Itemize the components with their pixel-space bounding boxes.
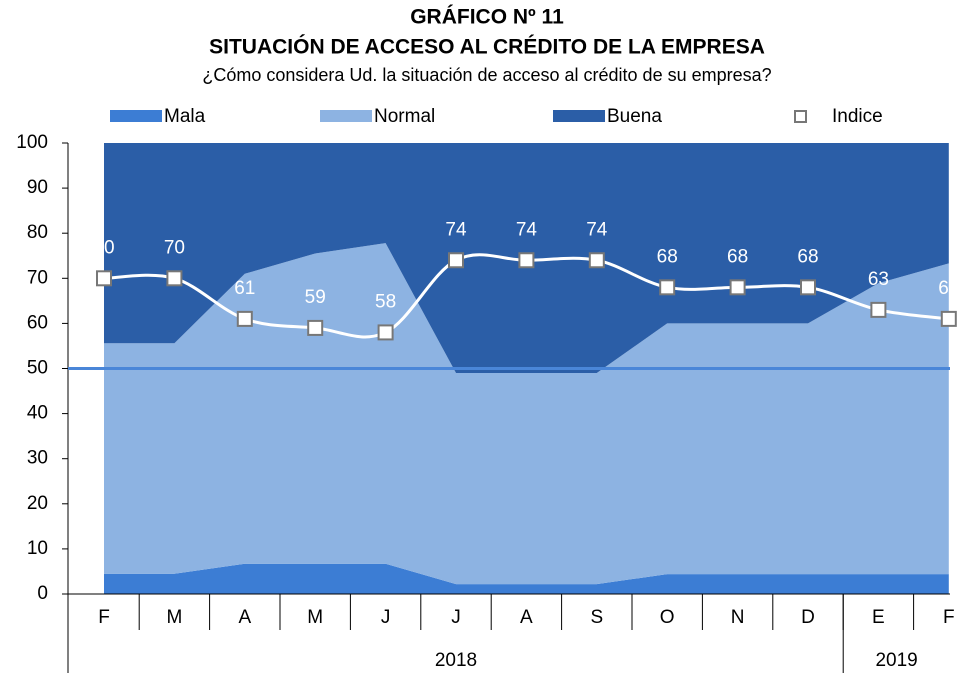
value-label: 74 [516,219,538,240]
year-label: 2018 [435,650,477,671]
value-label: 68 [797,246,818,267]
x-tick-label: J [381,607,391,628]
value-label: 58 [375,291,396,312]
area [104,563,949,594]
x-tick-label: D [801,607,815,628]
y-tick-label: 40 [27,403,48,424]
value-label: 59 [305,287,326,308]
index-marker [307,319,324,336]
x-tick-label: M [307,607,323,628]
x-tick-label: A [238,607,251,628]
value-label: 61 [234,278,255,299]
legend-label: Normal [374,106,435,127]
index-marker [448,252,464,269]
index-marker [940,310,957,327]
legend-label: Buena [607,106,662,127]
value-label: 61 [938,278,959,299]
index-marker [518,252,535,269]
index-marker [659,279,676,296]
x-tick-label: N [731,607,745,628]
y-tick-label: 90 [27,177,48,198]
value-label: 68 [727,246,748,267]
index-marker [236,310,253,327]
value-label: 63 [868,269,889,290]
y-tick-label: 80 [27,222,48,243]
chart-subtitle: SITUACIÓN DE ACCESO AL CRÉDITO DE LA EMP… [209,35,765,59]
legend-swatch [320,110,372,122]
index-marker [729,279,746,296]
y-tick-label: 20 [27,493,48,514]
value-label: 74 [586,219,608,240]
index-marker [800,279,816,296]
x-tick-label: F [943,607,955,628]
x-tick-label: O [660,607,675,628]
x-tick-label: S [590,607,603,628]
x-tick-label: F [98,607,110,628]
y-tick-label: 10 [27,538,48,559]
value-label: 68 [657,246,678,267]
x-tick-label: A [520,607,533,628]
x-tick-label: J [451,607,461,628]
legend-marker [794,110,807,123]
index-marker [588,252,605,269]
chart-question: ¿Cómo considera Ud. la situación de acce… [202,65,771,85]
value-label: 70 [93,237,114,258]
legend-label: Indice [832,106,883,127]
value-label: 74 [445,219,467,240]
x-tick-label: M [166,607,182,628]
y-tick-label: 30 [27,448,48,469]
y-tick-label: 50 [27,358,48,379]
legend-swatch [553,110,605,122]
value-label: 70 [164,237,185,258]
y-tick-label: 100 [16,132,48,153]
y-tick-label: 60 [27,312,48,333]
index-marker [377,324,394,341]
y-tick-label: 70 [27,267,48,288]
chart-title: GRÁFICO Nº 11 [410,6,564,29]
year-label: 2019 [875,650,917,671]
legend-swatch [110,110,162,122]
x-tick-label: E [872,607,885,628]
y-tick-label: 0 [37,583,48,604]
index-marker [96,270,112,287]
index-marker [870,301,887,318]
legend-label: Mala [164,106,206,127]
index-marker [166,270,183,287]
